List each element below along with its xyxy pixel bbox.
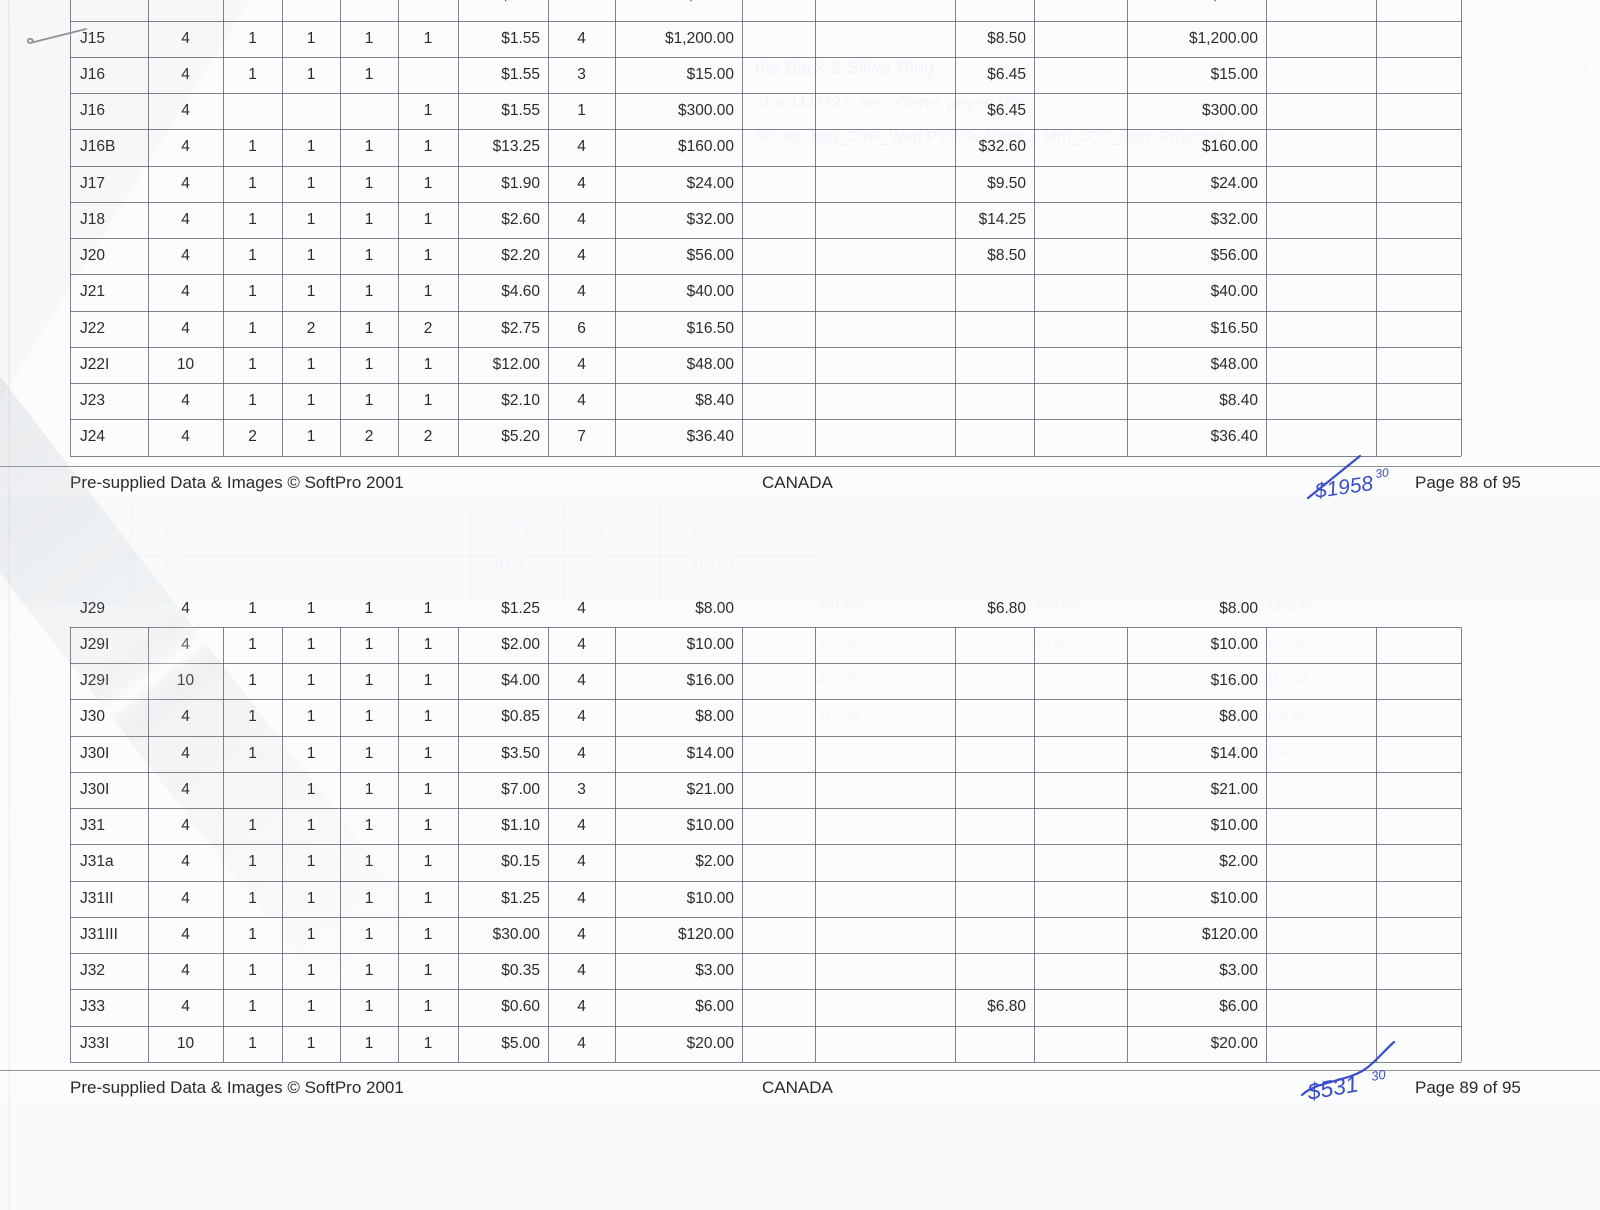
svg-text:$531: $531: [1304, 1070, 1360, 1105]
svg-text:$1958: $1958: [1313, 472, 1375, 503]
svg-text:30: 30: [1374, 465, 1389, 481]
svg-text:30: 30: [1370, 1067, 1388, 1084]
